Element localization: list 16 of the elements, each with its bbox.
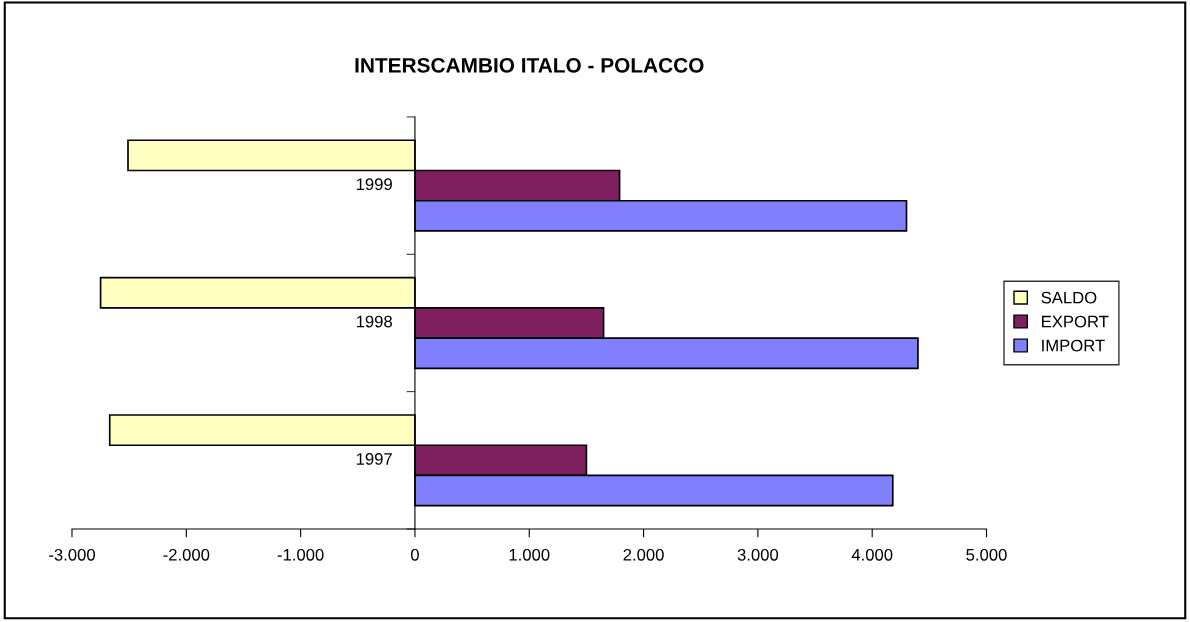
x-tick-label: -3.000 — [49, 548, 95, 561]
x-tick-label: 2.000 — [623, 548, 664, 561]
x-tick-label: -1.000 — [277, 548, 324, 561]
y-tick-label: 1997 — [356, 453, 392, 465]
legend-label: IMPORT — [1042, 339, 1105, 352]
chart-title: INTERSCAMBIO ITALO - POLACCO — [355, 57, 704, 73]
y-tick-label: 1998 — [356, 315, 392, 328]
y-tick-label: 1999 — [356, 178, 392, 191]
legend-label: SALDO — [1041, 291, 1097, 304]
x-tick-label: -2.000 — [163, 548, 210, 561]
x-tick-label: 5.000 — [966, 548, 1007, 561]
x-tick-label: 0 — [410, 548, 419, 561]
legend-label: EXPORT — [1042, 315, 1109, 328]
x-tick-label: 1.000 — [509, 548, 550, 561]
x-tick-label: 4.000 — [851, 548, 893, 561]
x-tick-label: 3.000 — [737, 548, 779, 561]
